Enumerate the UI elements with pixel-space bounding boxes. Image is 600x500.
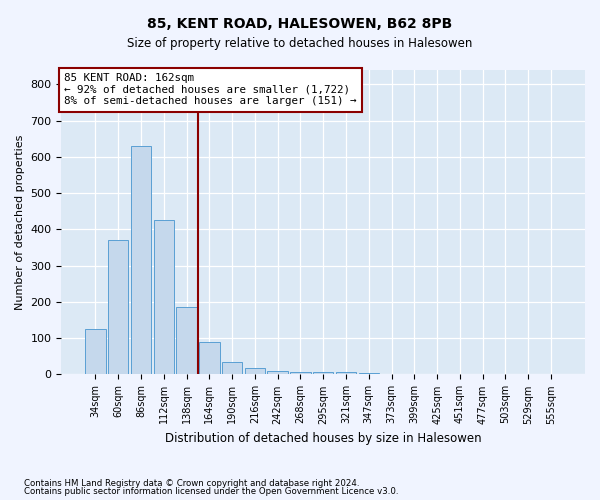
Bar [131,146,151,374]
Bar [154,220,174,374]
Bar [290,372,311,374]
Text: 85 KENT ROAD: 162sqm
← 92% of detached houses are smaller (1,722)
8% of semi-det: 85 KENT ROAD: 162sqm ← 92% of detached h… [64,73,356,106]
Text: Size of property relative to detached houses in Halesowen: Size of property relative to detached ho… [127,38,473,51]
Bar [245,368,265,374]
Bar [222,362,242,374]
Text: Contains public sector information licensed under the Open Government Licence v3: Contains public sector information licen… [24,487,398,496]
Bar [176,308,197,374]
Y-axis label: Number of detached properties: Number of detached properties [15,134,25,310]
Bar [336,372,356,374]
Bar [268,371,288,374]
Bar [108,240,128,374]
Bar [85,329,106,374]
Bar [359,372,379,374]
Text: Contains HM Land Registry data © Crown copyright and database right 2024.: Contains HM Land Registry data © Crown c… [24,478,359,488]
Bar [199,342,220,374]
Bar [313,372,334,374]
Text: 85, KENT ROAD, HALESOWEN, B62 8PB: 85, KENT ROAD, HALESOWEN, B62 8PB [148,18,452,32]
X-axis label: Distribution of detached houses by size in Halesowen: Distribution of detached houses by size … [165,432,482,445]
